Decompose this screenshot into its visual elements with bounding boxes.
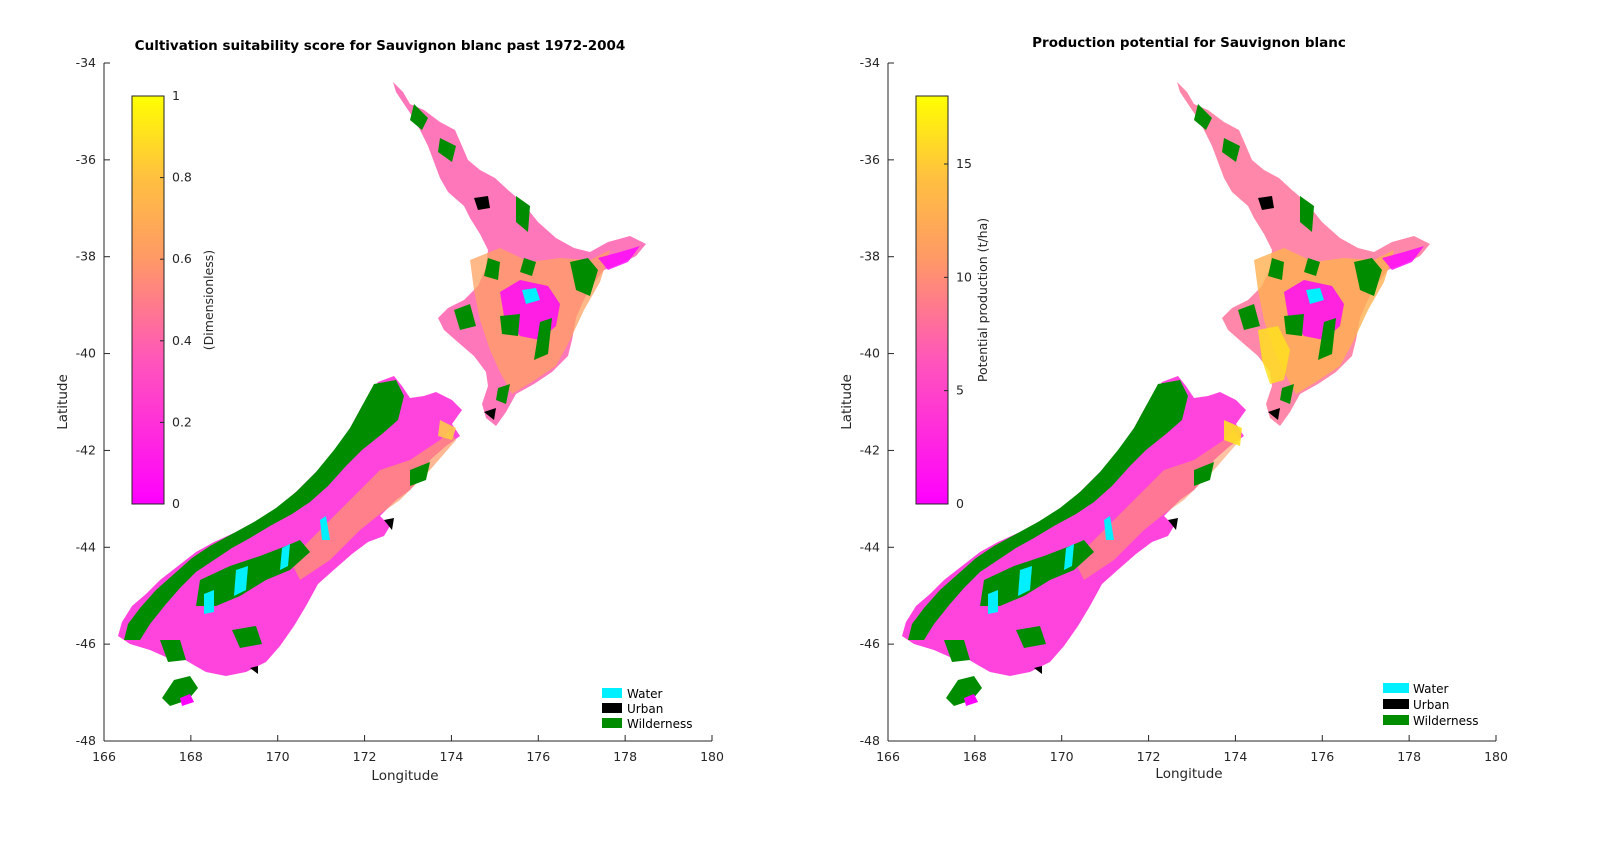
south-island bbox=[902, 376, 1246, 676]
legend-swatch-urban bbox=[602, 703, 622, 713]
colorbar-tick-label: 0.4 bbox=[172, 333, 192, 348]
legend-label-wilderness: Wilderness bbox=[627, 717, 692, 731]
x-tick-label: 176 bbox=[1310, 749, 1334, 764]
x-tick-label: 170 bbox=[266, 749, 290, 764]
north-island bbox=[393, 82, 646, 426]
y-tick-label: -40 bbox=[76, 346, 96, 361]
colorbar-tick-label: 0 bbox=[172, 496, 180, 511]
y-tick-label: -42 bbox=[76, 442, 96, 457]
y-tick-label: -36 bbox=[76, 152, 96, 167]
colorbar-tick-label: 1 bbox=[172, 88, 180, 103]
x-axis-label: Longitude bbox=[371, 768, 438, 784]
north-island bbox=[1177, 82, 1430, 426]
colorbar-label: (Dimensionless) bbox=[201, 250, 216, 350]
colorbar-label: Potential production (t/ha) bbox=[975, 218, 990, 382]
chart-title: Production potential for Sauvignon blanc bbox=[1032, 35, 1346, 51]
y-tick-label: -46 bbox=[860, 636, 880, 651]
x-tick-label: 178 bbox=[613, 749, 637, 764]
y-tick-label: -48 bbox=[860, 733, 880, 748]
colorbar-ticks: 0 0.2 0.4 0.6 0.8 1 bbox=[160, 88, 192, 511]
colorbar-tick-label: 0.2 bbox=[172, 414, 192, 429]
x-tick-label: 166 bbox=[876, 749, 900, 764]
map-panel-production: Production potential for Sauvignon blanc… bbox=[784, 0, 1584, 850]
legend-label-urban: Urban bbox=[627, 702, 663, 716]
x-axis-label: Longitude bbox=[1155, 766, 1222, 782]
x-tick-label: 170 bbox=[1050, 749, 1074, 764]
y-tick-label: -36 bbox=[860, 152, 880, 167]
x-tick-label: 174 bbox=[439, 749, 463, 764]
y-tick-label: -42 bbox=[860, 442, 880, 457]
colorbar-tick-label: 0 bbox=[956, 496, 964, 511]
x-tick-label: 174 bbox=[1223, 749, 1247, 764]
y-tick-label: -34 bbox=[76, 55, 96, 70]
y-tick-label: -38 bbox=[860, 249, 880, 264]
x-tick-label: 168 bbox=[963, 749, 987, 764]
y-tick-label: -44 bbox=[860, 539, 880, 554]
map-panel-suitability: Cultivation suitability score for Sauvig… bbox=[55, 38, 724, 784]
map-figure: Production potential for Sauvignon blanc… bbox=[839, 35, 1508, 782]
legend: Water Urban Wilderness bbox=[1383, 682, 1478, 728]
x-tick-label: 166 bbox=[92, 749, 116, 764]
y-ticks: -34 -36 -38 -40 -42 -44 -46 -48 bbox=[860, 55, 894, 748]
y-tick-label: -44 bbox=[76, 539, 96, 554]
colorbar-tick-label: 10 bbox=[956, 269, 972, 284]
nz-map bbox=[118, 82, 646, 706]
nz-map bbox=[902, 82, 1430, 706]
south-island bbox=[118, 376, 462, 676]
x-ticks: 166 168 170 172 174 176 178 180 bbox=[92, 735, 724, 764]
legend-swatch-water bbox=[1383, 683, 1409, 693]
y-tick-label: -48 bbox=[76, 733, 96, 748]
x-tick-label: 180 bbox=[1484, 749, 1508, 764]
y-axis-label: Latitude bbox=[839, 374, 855, 430]
x-tick-label: 178 bbox=[1397, 749, 1421, 764]
x-tick-label: 180 bbox=[700, 749, 724, 764]
y-tick-label: -46 bbox=[76, 636, 96, 651]
x-tick-label: 168 bbox=[179, 749, 203, 764]
colorbar bbox=[131, 95, 165, 505]
colorbar bbox=[915, 95, 949, 505]
y-tick-label: -34 bbox=[860, 55, 880, 70]
x-ticks: 166 168 170 172 174 176 178 180 bbox=[876, 735, 1508, 764]
legend-swatch-urban bbox=[1383, 699, 1409, 709]
x-tick-label: 172 bbox=[1137, 749, 1161, 764]
colorbar-tick-label: 5 bbox=[956, 383, 964, 398]
x-tick-label: 176 bbox=[526, 749, 550, 764]
y-tick-label: -40 bbox=[860, 346, 880, 361]
colorbar-tick-label: 15 bbox=[956, 156, 972, 171]
legend-label-urban: Urban bbox=[1413, 698, 1449, 712]
legend-swatch-wilderness bbox=[1383, 715, 1409, 725]
legend-swatch-wilderness bbox=[602, 718, 622, 728]
y-ticks: -34 -36 -38 -40 -42 -44 -46 -48 bbox=[76, 55, 110, 748]
colorbar-ticks: 0 5 10 15 bbox=[944, 156, 972, 511]
legend-swatch-water bbox=[602, 688, 622, 698]
x-tick-label: 172 bbox=[353, 749, 377, 764]
chart-title: Cultivation suitability score for Sauvig… bbox=[135, 38, 626, 54]
legend-label-water: Water bbox=[1413, 682, 1449, 696]
y-axis-label: Latitude bbox=[55, 374, 71, 430]
map-figure: Cultivation suitability score for Sauvig… bbox=[55, 38, 724, 784]
legend-label-water: Water bbox=[627, 687, 663, 701]
colorbar-tick-label: 0.6 bbox=[172, 251, 192, 266]
colorbar-tick-label: 0.8 bbox=[172, 170, 192, 185]
y-tick-label: -38 bbox=[76, 249, 96, 264]
legend: Water Urban Wilderness bbox=[602, 687, 692, 731]
legend-label-wilderness: Wilderness bbox=[1413, 714, 1478, 728]
